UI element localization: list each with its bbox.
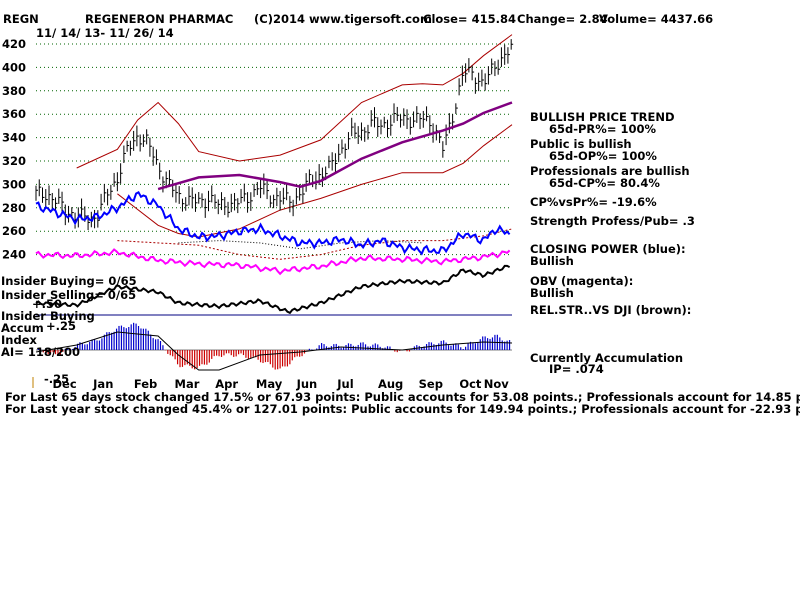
y-tick-label: 400	[2, 60, 26, 74]
insider-buying-count: Insider Buying= 0/65	[1, 274, 137, 288]
y-tick-label: 260	[2, 224, 26, 238]
y-axis-tick-labels: 420 400 380 360 340 320 300 280 260 240	[2, 37, 26, 262]
x-tick-label: Jan	[92, 377, 113, 391]
accum-scale-plus50: +.50	[32, 297, 63, 311]
ai-value: AI= 118/200	[1, 345, 81, 359]
relative-strength-line	[35, 264, 511, 315]
accum-label: Accum	[1, 321, 44, 335]
lower-band-line	[117, 124, 513, 238]
professionals-status: Professionals are bullish	[530, 164, 690, 178]
x-tick-label: Oct	[459, 377, 482, 391]
x-tick-label: Feb	[134, 377, 157, 391]
accum-scale-minus25: -.25	[44, 372, 70, 386]
closing-power-line	[35, 190, 511, 256]
x-tick-label: Jun	[296, 377, 318, 391]
footer-year-summary: For Last year stock changed 45.4% or 127…	[5, 402, 800, 416]
upper-band-line	[76, 34, 513, 169]
relstr-legend: REL.STR..VS DJI (brown):	[530, 303, 692, 317]
insider-buying-label: Insider Buying	[1, 309, 95, 323]
x-axis-tick-labels: Dec Jan Feb Mar Apr May Jun Jul Aug Sep Oct Nov	[52, 377, 509, 391]
index-label: Index	[1, 333, 37, 347]
obv-status: Bullish	[530, 286, 574, 300]
price-gridlines	[36, 43, 512, 256]
y-tick-label: 280	[2, 201, 26, 215]
op-stat: 65d-OP%= 100%	[549, 149, 657, 163]
trend-title: BULLISH PRICE TREND	[530, 110, 675, 124]
price-change: Change= 2.84	[517, 12, 608, 26]
accumulation-histogram	[32, 322, 513, 388]
accum-average-line	[35, 331, 513, 371]
date-range: 11/ 14/ 13- 11/ 26/ 14	[36, 26, 174, 40]
ticker-symbol: REGN	[3, 12, 39, 26]
closing-power-legend: CLOSING POWER (blue):	[530, 242, 686, 256]
cp-stat: 65d-CP%= 80.4%	[549, 176, 660, 190]
strength-stat: Strength Profess/Pub= .3	[530, 214, 695, 228]
y-tick-label: 240	[2, 248, 26, 262]
obv-legend: OBV (magenta):	[530, 274, 634, 288]
y-tick-label: 340	[2, 131, 26, 145]
pr-stat: 65d-PR%= 100%	[549, 122, 656, 136]
chart-series	[35, 34, 514, 316]
volume: Volume= 4437.66	[599, 12, 714, 26]
y-tick-label: 420	[2, 37, 26, 51]
accumulation-status: Currently Accumulation	[530, 351, 684, 365]
y-tick-label: 300	[2, 177, 26, 191]
y-tick-label: 380	[2, 84, 26, 98]
y-tick-label: 360	[2, 107, 26, 121]
public-status: Public is bullish	[530, 137, 632, 151]
x-tick-label: Sep	[419, 377, 443, 391]
x-tick-label: Apr	[215, 377, 238, 391]
obv-line	[35, 248, 511, 276]
x-tick-label: Mar	[175, 377, 200, 391]
y-tick-label: 320	[2, 154, 26, 168]
x-tick-label: Dec	[52, 377, 76, 391]
x-tick-label: May	[256, 377, 283, 391]
insider-selling-count: Insider Selling= 0/65	[1, 288, 137, 302]
x-tick-label: Aug	[378, 377, 403, 391]
x-tick-label: Nov	[484, 377, 510, 391]
closing-power-status: Bullish	[530, 254, 574, 268]
moving-average-line	[157, 101, 513, 191]
footer-65-day-summary: For Last 65 days stock changed 17.5% or …	[5, 390, 800, 404]
company-name: REGENERON PHARMAC	[85, 12, 234, 26]
ip-stat: IP= .074	[549, 362, 604, 376]
close-price: Close= 415.84	[423, 12, 516, 26]
copyright-text: (C)2014 www.tigersoft.com	[254, 12, 432, 26]
accum-scale-plus25: +.25	[46, 319, 77, 333]
x-tick-label: Jul	[336, 377, 353, 391]
cp-vs-pr-stat: CP%vsPr%= -19.6%	[530, 195, 657, 209]
